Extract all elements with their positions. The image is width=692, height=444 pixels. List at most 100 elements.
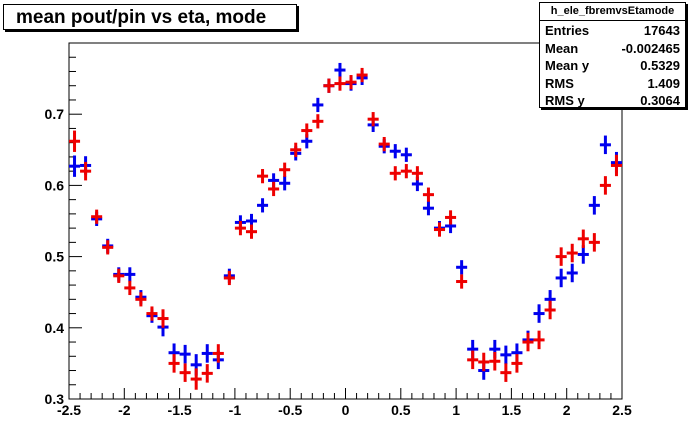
- data-point: [588, 233, 600, 252]
- data-point: [456, 260, 468, 275]
- data-point: [91, 209, 103, 224]
- stats-label: Mean: [545, 40, 579, 56]
- axis-ticks: -2.5 -2 -1.5 -1 -0.5 0 0.5 1 1.5 2 2.5 0.3 0.4 0.5 0.6…: [45, 42, 632, 418]
- data-point: [257, 198, 269, 213]
- x-tick-label: -2.5: [57, 402, 81, 418]
- data-point: [577, 245, 589, 264]
- data-point: [201, 364, 213, 383]
- stats-row-mean-y: Mean y 0.5329: [540, 56, 685, 74]
- data-point: [312, 114, 324, 129]
- data-point: [599, 135, 611, 155]
- data-point: [356, 67, 368, 83]
- data-point: [334, 76, 346, 91]
- data-point: [201, 344, 213, 363]
- y-tick-label: 0.7: [45, 106, 65, 122]
- data-point: [500, 363, 512, 382]
- data-point: [511, 354, 523, 373]
- data-point: [279, 176, 291, 191]
- data-point: [522, 332, 534, 352]
- data-point: [179, 363, 191, 382]
- data-point: [268, 181, 280, 197]
- data-point: [190, 368, 202, 390]
- stats-label: RMS: [545, 75, 574, 91]
- data-point: [234, 221, 246, 236]
- data-point: [334, 62, 346, 78]
- stats-label: RMS y: [545, 93, 585, 108]
- x-tick-label: -1: [229, 402, 242, 418]
- stats-value: 17643: [643, 23, 680, 38]
- stats-row-rms: RMS 1.409: [540, 74, 685, 92]
- stats-value: 0.3064: [640, 93, 680, 108]
- data-point: [566, 243, 578, 263]
- y-tick-label: 0.4: [45, 320, 65, 336]
- data-point: [389, 144, 401, 159]
- data-point: [400, 147, 412, 162]
- x-tick-label: 1: [452, 402, 460, 418]
- data-point: [599, 176, 611, 195]
- stats-value: -0.002465: [621, 40, 680, 56]
- data-point: [323, 78, 335, 93]
- data-point: [69, 130, 81, 152]
- data-point: [124, 267, 136, 282]
- data-point: [146, 306, 158, 321]
- stats-row-mean: Mean -0.002465: [540, 39, 685, 57]
- data-point: [489, 352, 501, 371]
- stats-box: h_ele_fbremvsEtamode Entries 17643 Mean …: [539, 2, 686, 108]
- data-point: [433, 222, 446, 237]
- data-point: [610, 154, 622, 177]
- stats-row-rms-y: RMS y 0.3064: [540, 91, 685, 109]
- data-point: [467, 350, 479, 370]
- data-point: [157, 309, 169, 328]
- stats-value: 0.5329: [640, 58, 680, 73]
- data-point: [102, 240, 114, 255]
- data-point: [179, 344, 191, 364]
- x-tick-label: -2: [118, 402, 131, 418]
- data-point: [312, 97, 324, 113]
- data-point: [124, 280, 136, 296]
- data-point: [290, 142, 302, 157]
- data-point: [422, 187, 434, 202]
- x-tick-label: -0.5: [278, 402, 302, 418]
- data-point: [301, 123, 313, 138]
- stats-value: 1.409: [647, 75, 680, 91]
- y-tick-label: 0.5: [45, 249, 65, 265]
- data-point: [422, 201, 434, 216]
- data-point: [544, 300, 556, 320]
- data-point: [113, 268, 125, 283]
- data-point: [345, 75, 357, 90]
- x-tick-label: 2.5: [612, 402, 632, 418]
- data-point: [168, 354, 180, 373]
- data-point: [367, 112, 379, 127]
- data-point: [378, 136, 390, 152]
- x-tick-label: -1.5: [168, 402, 192, 418]
- chart-title: mean pout/pin vs eta, mode: [3, 4, 297, 30]
- data-point: [212, 344, 224, 363]
- data-point: [80, 161, 92, 181]
- stats-row-entries: Entries 17643: [540, 21, 685, 39]
- chart-title-text: mean pout/pin vs eta, mode: [16, 7, 267, 28]
- data-point: [478, 352, 490, 372]
- x-tick-label: 0.5: [391, 402, 411, 418]
- data-point: [577, 229, 589, 249]
- data-point: [245, 224, 258, 239]
- y-tick-label: 0.6: [45, 177, 65, 193]
- data-point: [555, 247, 567, 266]
- stats-label: Entries: [545, 23, 590, 38]
- data-point: [135, 292, 147, 307]
- data-point: [456, 274, 468, 289]
- data-point: [411, 166, 423, 181]
- data-point: [533, 330, 545, 350]
- data-point: [588, 196, 600, 215]
- data-point: [445, 210, 457, 225]
- data-point: [555, 268, 567, 288]
- data-point: [257, 169, 269, 184]
- data-point: [400, 164, 412, 179]
- x-tick-label: 1.5: [502, 402, 522, 418]
- data-point: [500, 345, 512, 365]
- data-point: [566, 263, 578, 283]
- data-point: [389, 166, 401, 181]
- stats-label: Mean y: [545, 58, 590, 73]
- data-point: [533, 304, 545, 323]
